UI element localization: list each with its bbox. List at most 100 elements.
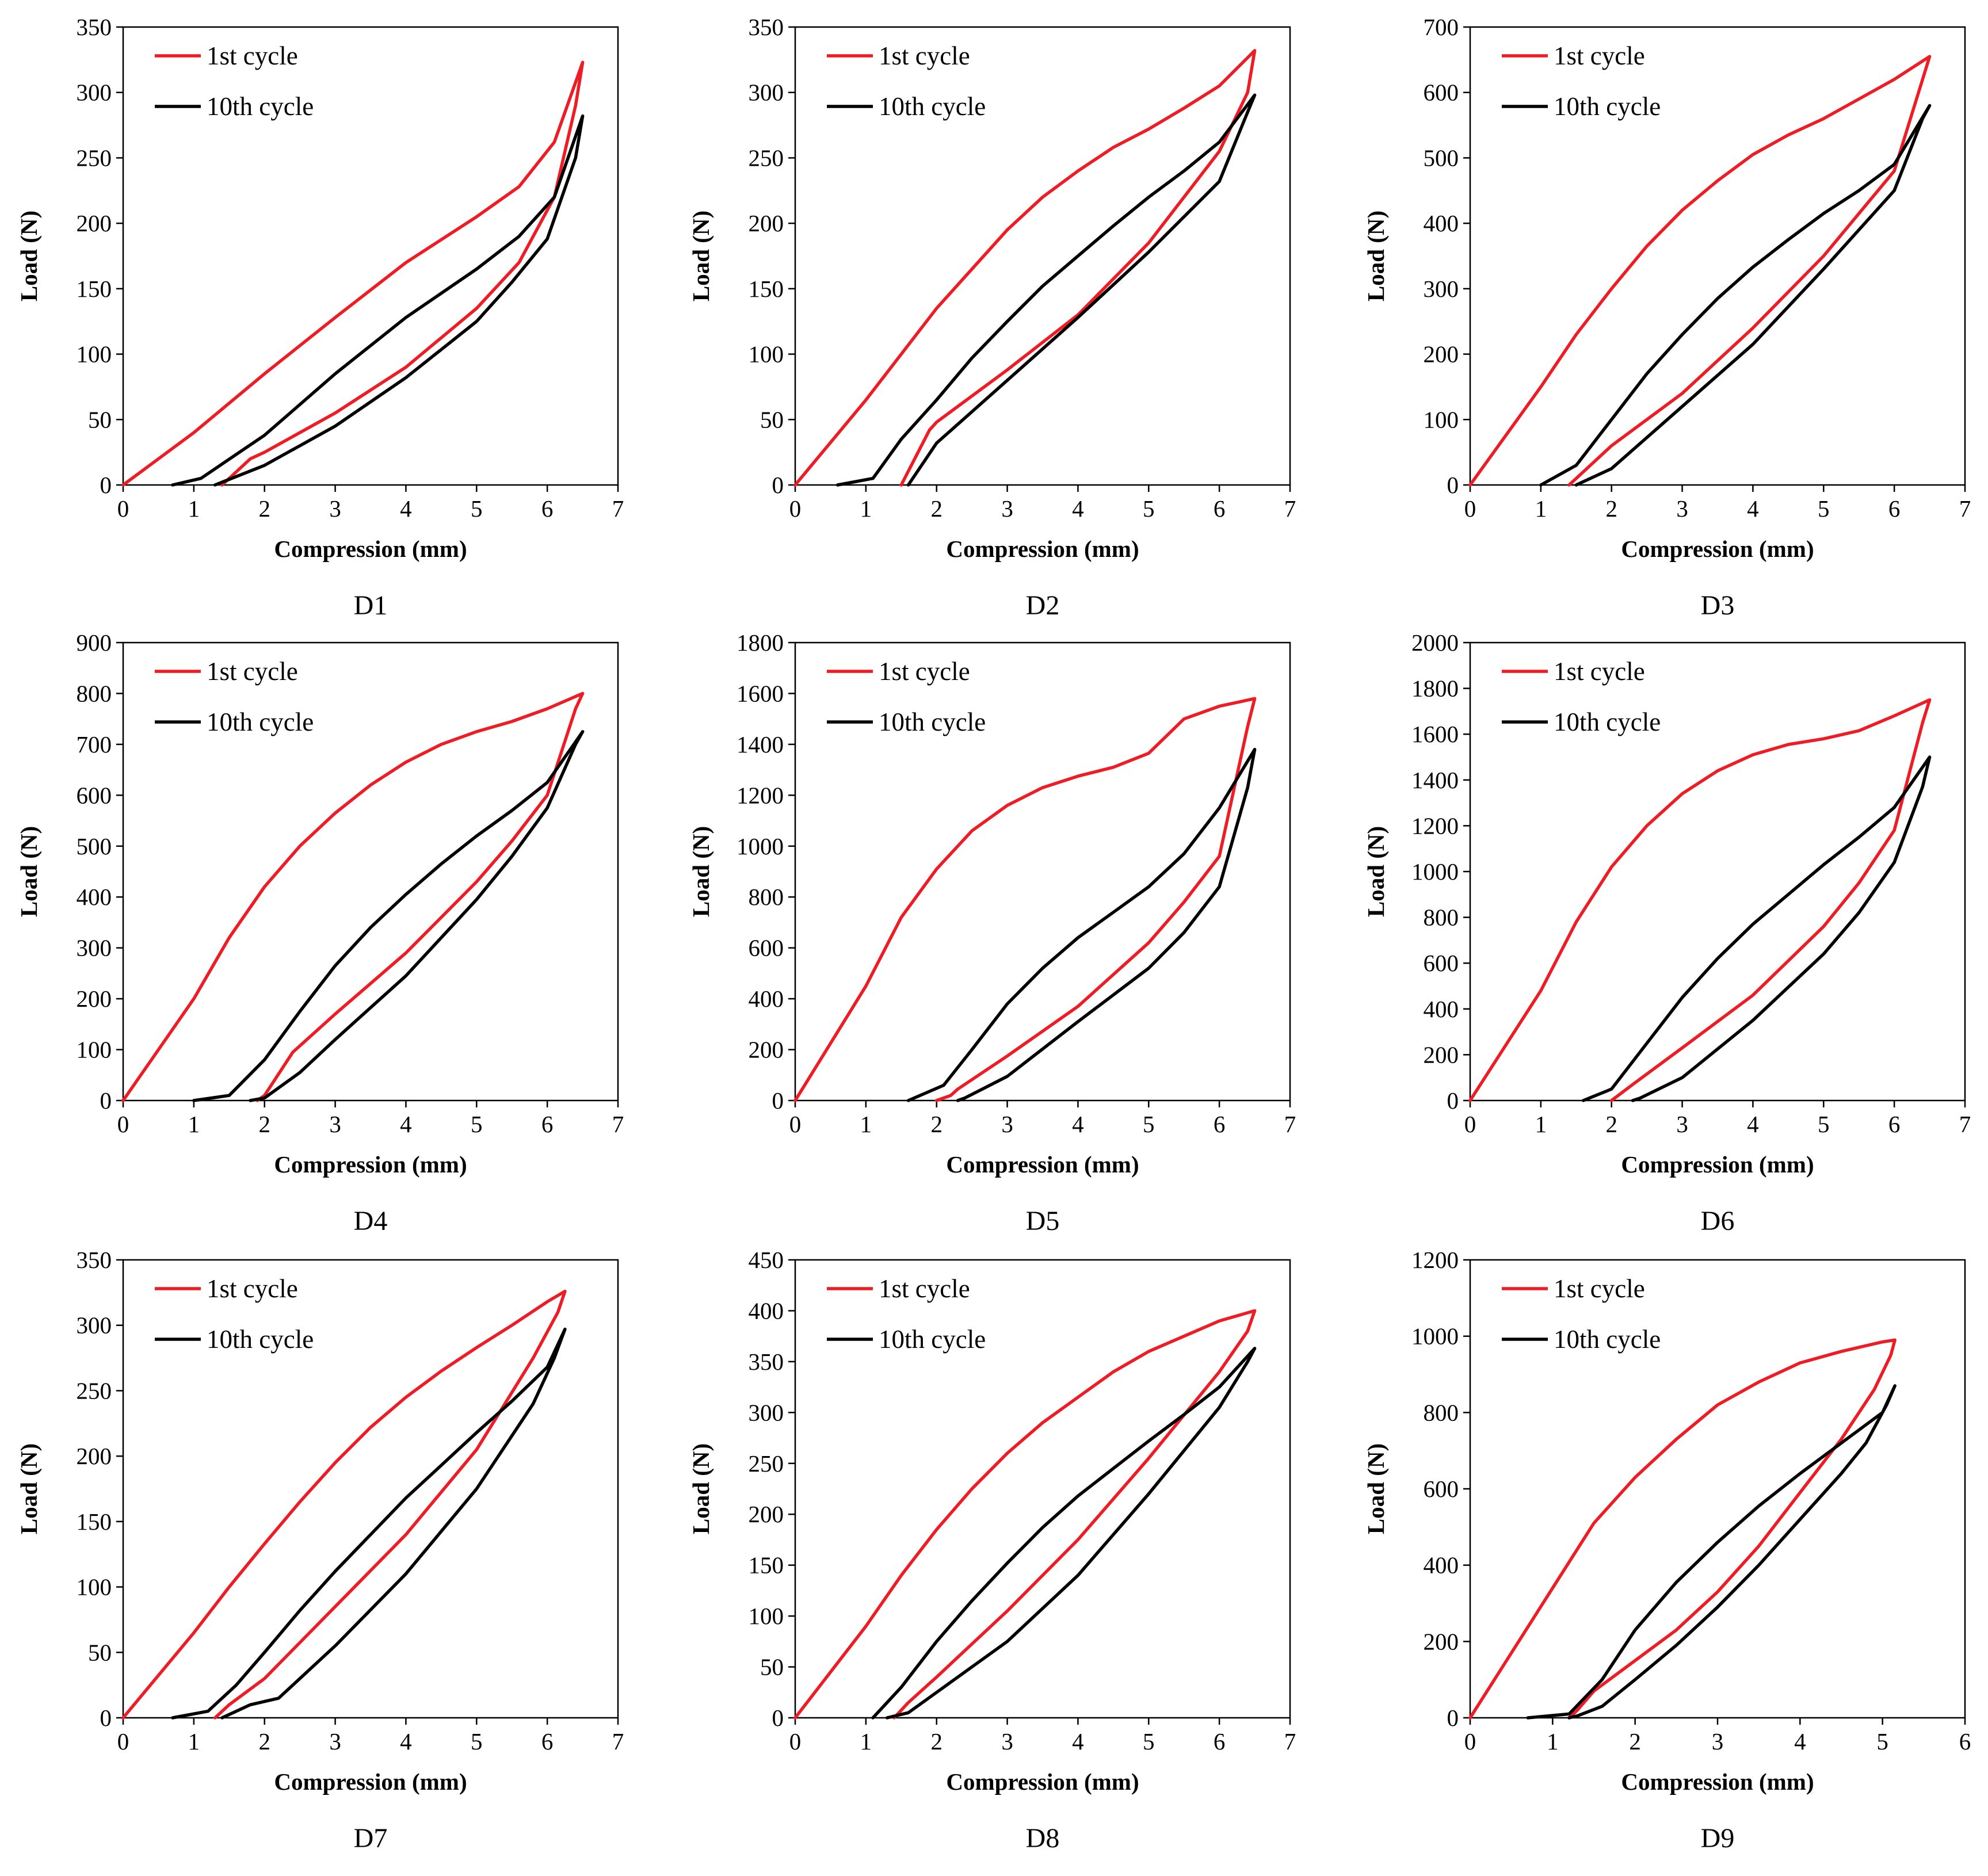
x-tick-label: 7	[1284, 1111, 1296, 1137]
plot-frame	[122, 26, 619, 486]
y-tick-label: 500	[1424, 144, 1459, 171]
y-tick-label: 800	[749, 884, 784, 910]
y-tick-label: 250	[749, 144, 784, 171]
x-tick-label: 5	[1143, 495, 1155, 522]
y-tick-label: 2000	[1411, 629, 1459, 656]
y-axis-label: Load (N)	[16, 826, 42, 917]
x-axis-label: Compression (mm)	[274, 1768, 467, 1795]
plot-frame	[794, 26, 1291, 486]
x-axis-label: Compression (mm)	[1621, 1151, 1814, 1178]
y-tick-label: 600	[1424, 950, 1459, 976]
y-tick-label: 0	[1447, 472, 1459, 498]
series-line-first-cycle	[793, 1309, 1257, 1720]
y-tick-label: 300	[749, 1399, 784, 1426]
y-tick-label: 300	[77, 79, 112, 106]
chart-panel-d4: 0 1 2 3 4 5 6 7 0 100 200 300 400 500 600 700 800 900 Comp…	[16, 629, 624, 1236]
legend-label: 1st cycle	[1554, 1274, 1645, 1303]
x-tick-label: 6	[1214, 1728, 1226, 1755]
series-line-tenth-cycle	[1526, 1384, 1897, 1720]
chart-panel-d7: 0 1 2 3 4 5 6 7 0 50 100 150 200 250 300 350 Compression…	[16, 1247, 624, 1854]
legend-label: 10th cycle	[1554, 1325, 1661, 1354]
y-tick-label: 1200	[1411, 812, 1459, 839]
x-tick-label: 4	[1072, 1728, 1084, 1755]
y-tick-label: 250	[77, 144, 112, 171]
x-tick-label: 5	[1143, 1111, 1155, 1137]
y-tick-label: 200	[1424, 341, 1459, 368]
y-tick-label: 1000	[1411, 858, 1459, 885]
y-tick-label: 600	[77, 782, 112, 808]
x-tick-label: 6	[541, 1728, 554, 1755]
y-tick-label: 300	[749, 79, 784, 106]
x-tick-label: 3	[1001, 495, 1013, 522]
y-tick-label: 900	[77, 629, 112, 656]
plot-frame	[1469, 26, 1966, 486]
y-tick-label: 100	[77, 1037, 112, 1063]
y-tick-label: 450	[749, 1247, 784, 1273]
y-tick-label: 300	[77, 935, 112, 961]
y-axis-label: Load (N)	[688, 1443, 714, 1534]
legend-label: 1st cycle	[879, 657, 970, 686]
y-tick-label: 200	[749, 1037, 784, 1063]
x-tick-label: 6	[1214, 495, 1226, 522]
y-tick-label: 400	[1424, 996, 1459, 1022]
y-tick-label: 0	[100, 1087, 112, 1114]
y-tick-label: 200	[77, 210, 112, 236]
y-tick-label: 1200	[737, 782, 784, 808]
y-axis-label: Load (N)	[688, 826, 714, 917]
y-tick-label: 800	[1424, 1399, 1459, 1426]
x-tick-label: 0	[789, 1111, 802, 1137]
x-tick-label: 1	[860, 495, 872, 522]
legend-label: 1st cycle	[1554, 41, 1645, 70]
y-tick-label: 0	[100, 1705, 112, 1731]
x-tick-label: 0	[789, 495, 802, 522]
y-tick-label: 350	[77, 14, 112, 40]
x-tick-label: 5	[471, 495, 483, 522]
y-tick-label: 350	[749, 14, 784, 40]
series-line-first-cycle	[1468, 1338, 1897, 1720]
y-tick-label: 400	[1424, 210, 1459, 236]
y-tick-label: 500	[77, 833, 112, 859]
chart-panel-d9: 0 1 2 3 4 5 6 0 200 400 600 800 1000 1200 Compression …	[1363, 1247, 1971, 1854]
y-tick-label: 50	[88, 406, 112, 433]
x-tick-label: 0	[1464, 1728, 1476, 1755]
y-tick-label: 1400	[1411, 767, 1459, 793]
y-tick-label: 100	[749, 1603, 784, 1629]
x-tick-label: 1	[1547, 1728, 1559, 1755]
x-tick-label: 7	[612, 495, 624, 522]
y-tick-label: 1800	[737, 629, 784, 656]
series-line-tenth-cycle	[1539, 104, 1932, 487]
legend-label: 10th cycle	[207, 92, 314, 121]
x-tick-label: 2	[258, 495, 270, 522]
y-tick-label: 150	[77, 1508, 112, 1535]
series-line-first-cycle	[1468, 55, 1932, 487]
y-tick-label: 1000	[737, 833, 784, 859]
y-tick-label: 0	[772, 1087, 784, 1114]
chart-panel-d6: 0 1 2 3 4 5 6 7 0 200 400 600 800 1000 1200 1400 1600 180…	[1363, 629, 1971, 1236]
chart-panel-d5: 0 1 2 3 4 5 6 7 0 200 400 600 800 1000 1200 1400 1600 180…	[688, 629, 1296, 1236]
x-tick-label: 7	[1959, 495, 1971, 522]
y-tick-label: 50	[88, 1639, 112, 1665]
series-line-first-cycle	[793, 49, 1257, 487]
x-tick-label: 1	[860, 1728, 872, 1755]
y-tick-label: 1600	[737, 680, 784, 706]
series-line-first-cycle	[121, 60, 585, 487]
legend-label: 1st cycle	[207, 657, 298, 686]
x-tick-label: 6	[1888, 1111, 1901, 1137]
x-axis-label: Compression (mm)	[274, 1151, 467, 1178]
legend-label: 10th cycle	[207, 708, 314, 736]
x-tick-label: 1	[1535, 1111, 1547, 1137]
series-line-tenth-cycle	[192, 730, 585, 1102]
series-line-first-cycle	[793, 697, 1257, 1102]
x-tick-label: 4	[1072, 1111, 1084, 1137]
x-tick-label: 7	[612, 1111, 624, 1137]
x-tick-label: 5	[1818, 495, 1830, 522]
y-tick-label: 800	[1424, 904, 1459, 931]
x-tick-label: 3	[329, 495, 341, 522]
y-tick-label: 1000	[1411, 1323, 1459, 1350]
x-tick-label: 7	[1959, 1111, 1971, 1137]
x-tick-label: 2	[258, 1728, 270, 1755]
x-tick-label: 0	[1464, 495, 1476, 522]
panel-caption: D6	[1701, 1206, 1735, 1236]
chart-panel-d2: 0 1 2 3 4 5 6 7 0 50 100 150 200 250 300 350 Compression…	[688, 14, 1296, 621]
